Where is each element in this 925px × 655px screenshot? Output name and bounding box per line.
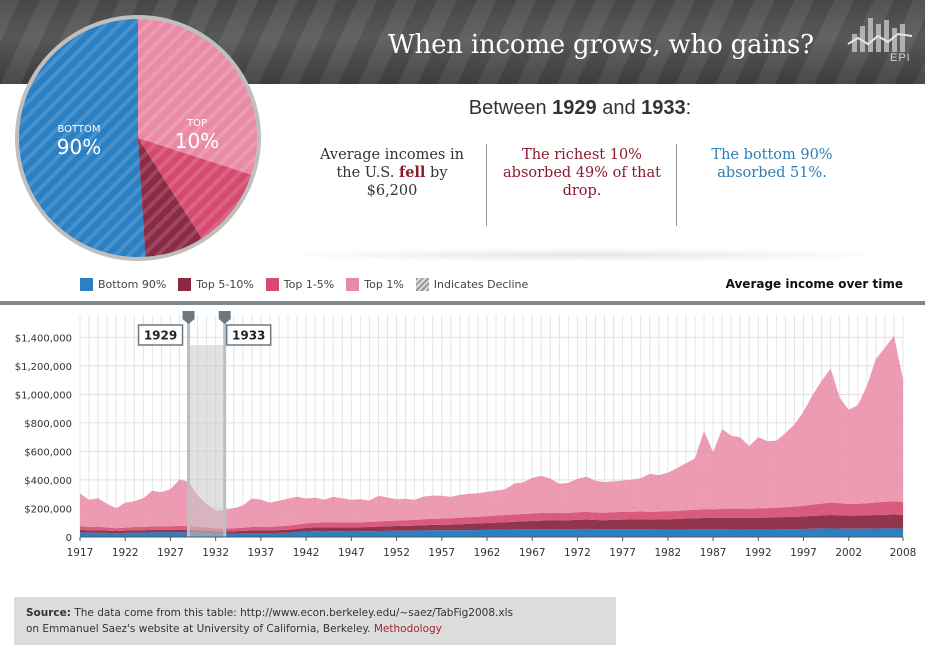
x-tick-label: 1952 (383, 547, 410, 559)
area-bottom-90 (80, 528, 903, 537)
page-title: When income grows, who gains? (388, 30, 814, 60)
y-tick-label: $1,400,000 (15, 333, 72, 344)
period-subtitle: Between 1929 and 1933: (430, 97, 730, 120)
y-tick-label: $200,000 (24, 504, 72, 515)
source-text: The data come from this table: http://ww… (74, 607, 513, 619)
fact1-part-a: Average incomes in the U.S. (320, 147, 464, 181)
legend-item-top-5-10[interactable]: Top 5-10% (178, 277, 254, 291)
share-pie: BOTTOM 90% TOP 10% (14, 14, 262, 262)
x-tick-label: 1927 (157, 547, 184, 559)
fact-average-income: Average incomes in the U.S. fell by $6,2… (314, 146, 470, 200)
chart-heading: Average income over time (725, 277, 903, 291)
pie-top-label: TOP (186, 118, 207, 129)
legend-label: Top 1-5% (283, 277, 335, 291)
section-shadow (270, 248, 900, 262)
range-end-label-box (225, 324, 272, 346)
x-tick-label: 1937 (248, 547, 275, 559)
x-tick-label: 1942 (293, 547, 320, 559)
legend-item-bottom-90[interactable]: Bottom 90% (80, 277, 167, 291)
fact-top-share: The richest 10% absorbed 49% of that dro… (503, 147, 661, 199)
x-tick-label: 2008 (890, 547, 917, 559)
y-tick-label: $1,000,000 (15, 390, 72, 401)
subtitle-year-start: 1929 (552, 97, 597, 119)
source-label: Source: (26, 607, 71, 619)
source-note: Source: The data come from this table: h… (14, 597, 616, 645)
subtitle-connector: and (602, 97, 636, 119)
handle-grip-icon[interactable] (218, 311, 231, 324)
range-handle-end[interactable] (223, 321, 227, 537)
area-top-5-10 (80, 514, 903, 534)
pie-top-value: 10% (175, 129, 219, 153)
x-tick-label: 1922 (112, 547, 139, 559)
legend-label: Top 5-10% (196, 277, 254, 291)
pie-stripes (19, 19, 257, 257)
handle-grip-icon[interactable] (182, 311, 195, 324)
legend-item-top-1[interactable]: Top 1% (346, 277, 404, 291)
area-top-1-5 (80, 501, 903, 532)
x-tick-label: 1987 (700, 547, 727, 559)
subtitle-suffix: : (685, 97, 692, 119)
chart-divider (0, 301, 925, 305)
legend-label: Top 1% (364, 277, 404, 291)
x-tick-label: 1997 (790, 547, 817, 559)
logo-text: EPI (890, 52, 911, 64)
x-tick-label: 1967 (519, 547, 546, 559)
subtitle-prefix: Between (468, 97, 547, 119)
fact-separator (486, 144, 487, 226)
legend-swatch (178, 277, 192, 291)
x-tick-label: 1972 (564, 547, 591, 559)
subtitle-year-end: 1933 (641, 97, 686, 119)
x-tick-label: 1992 (745, 547, 772, 559)
y-tick-label: $800,000 (24, 419, 72, 430)
range-start-label: 1929 (144, 329, 177, 343)
legend-swatch (265, 277, 279, 291)
highlight-band (188, 345, 225, 537)
x-tick-label: 1977 (609, 547, 636, 559)
x-tick-label: 1982 (654, 547, 681, 559)
y-tick-label: 0 (66, 533, 72, 544)
pie-bottom-value: 90% (57, 135, 101, 159)
legend-swatch (346, 277, 360, 291)
legend-label: Bottom 90% (98, 277, 167, 291)
x-tick-label: 1962 (474, 547, 501, 559)
legend-item-decline: Indicates Decline (415, 277, 529, 291)
fact-bottom-share: The bottom 90% absorbed 51%. (711, 147, 833, 181)
range-handle-start[interactable] (187, 321, 191, 537)
income-area-chart: 1929 1933 0 $200,000 $400,000 $600,000 $800,0… (15, 311, 917, 559)
x-tick-label: 1947 (338, 547, 365, 559)
y-tick-label: $600,000 (24, 447, 72, 458)
legend-swatch (80, 277, 93, 291)
fact1-part-c: by $6,200 (366, 165, 448, 199)
x-tick-label: 1932 (202, 547, 229, 559)
legend-item-top-1-5[interactable]: Top 1-5% (265, 277, 335, 291)
range-start-label-box (137, 324, 184, 346)
y-tick-label: $400,000 (24, 476, 72, 487)
range-end-label: 1933 (232, 329, 265, 343)
x-tick-label: 2002 (835, 547, 862, 559)
area-top-1 (80, 335, 903, 529)
epi-logo (847, 18, 913, 52)
x-tick-label: 1917 (67, 547, 94, 559)
legend-label: Indicates Decline (433, 277, 529, 291)
source-text-2: on Emmanuel Saez's website at University… (26, 623, 371, 635)
x-tick-label: 1957 (428, 547, 455, 559)
methodology-link[interactable]: Methodology (373, 623, 442, 635)
decline-swatch (415, 277, 429, 291)
pie-bottom-label: BOTTOM (57, 124, 100, 135)
chart-legend: Bottom 90% Top 5-10% Top 1-5% Top 1% Ind… (80, 276, 540, 292)
fact-separator (676, 144, 677, 226)
y-tick-label: $1,200,000 (15, 362, 72, 373)
fact1-fell: fell (398, 164, 426, 181)
